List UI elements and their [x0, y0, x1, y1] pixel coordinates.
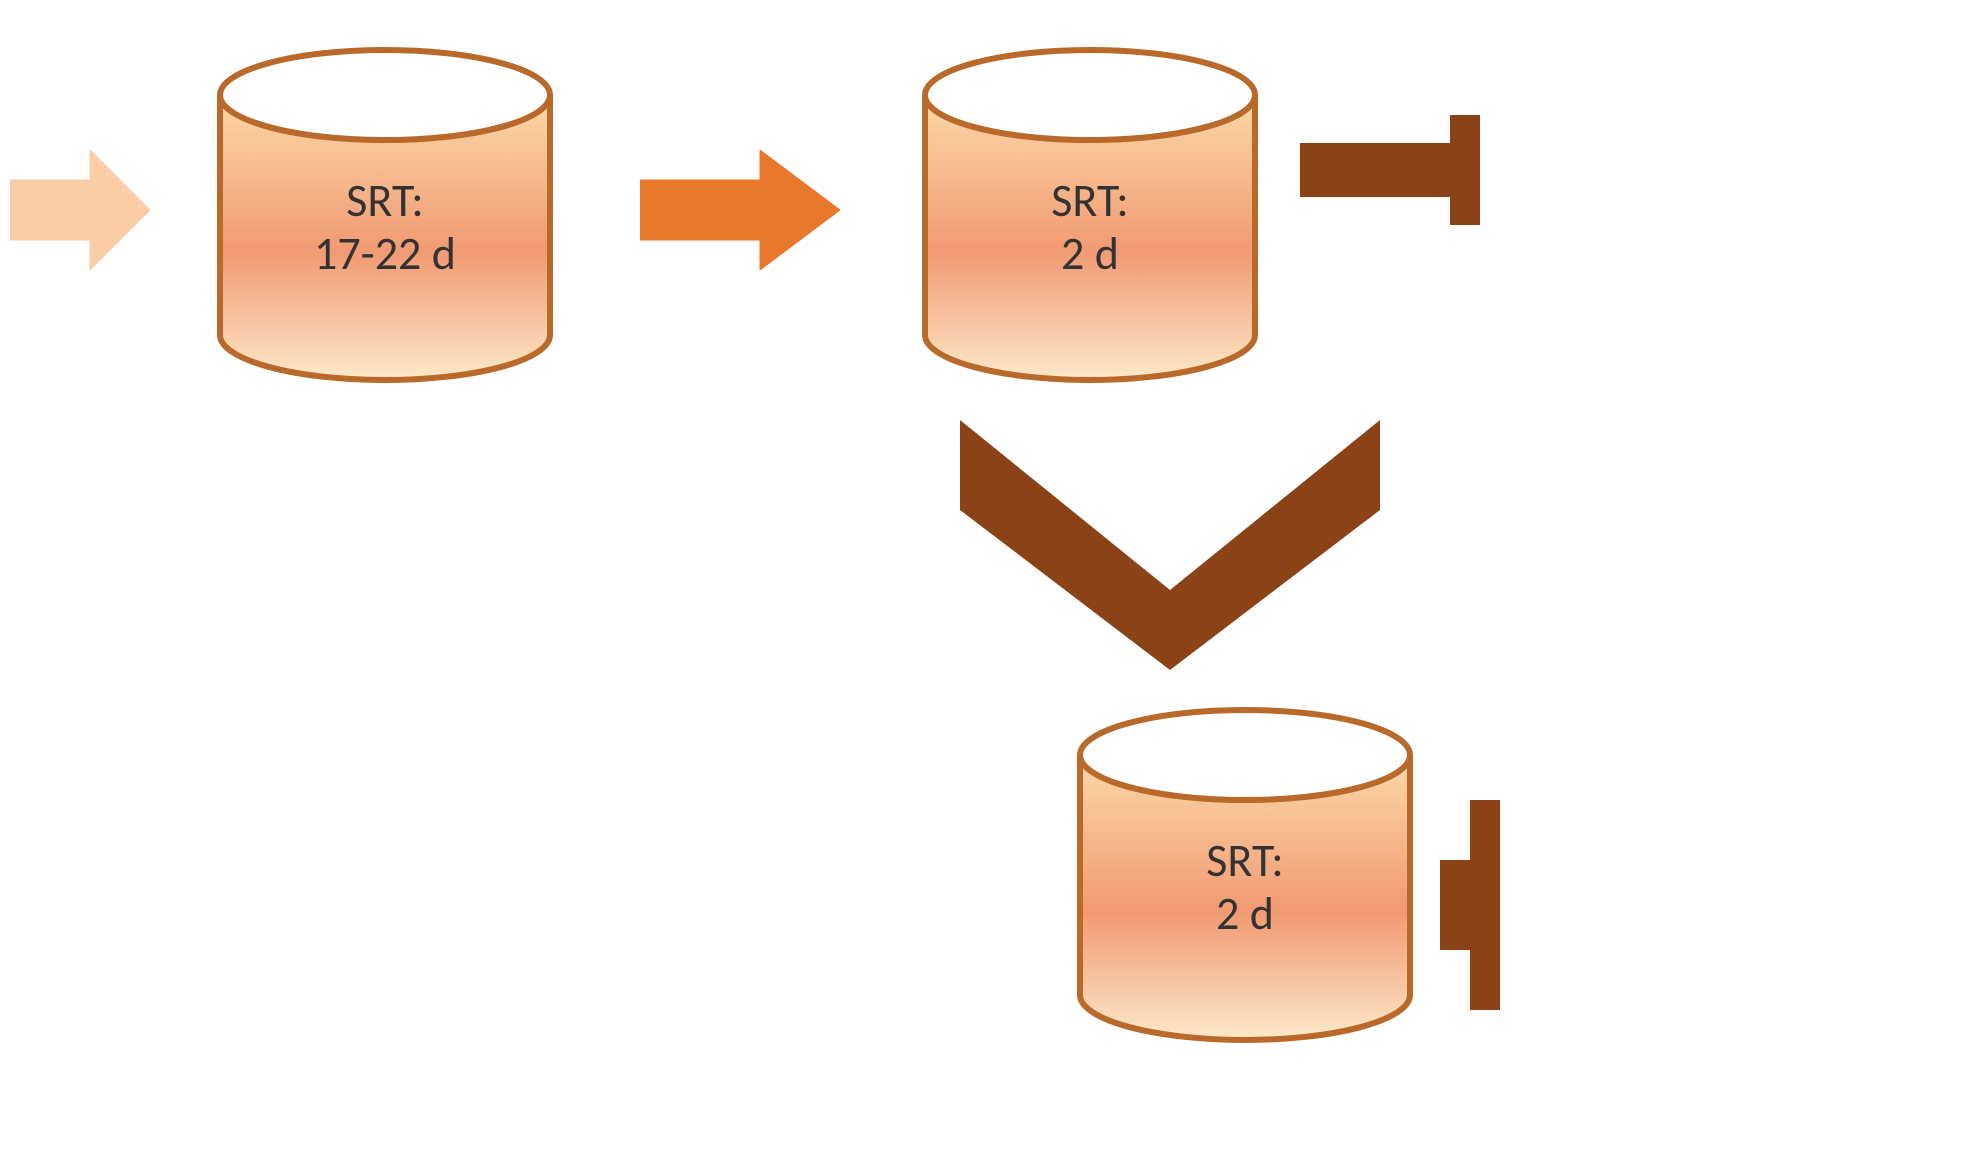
tank-2-label: SRT: 2 d — [905, 175, 1275, 281]
tank-3-label: SRT: 2 d — [1060, 835, 1430, 941]
arrow-2-to-3-shape — [960, 420, 1380, 670]
diagram-stage: SRT: 17-22 d SRT: 2 d — [0, 0, 1974, 1176]
tank-1-line1: SRT: — [346, 173, 423, 229]
tank-3: SRT: 2 d — [1060, 700, 1430, 1050]
tank-1-line2: 17-22 d — [314, 226, 456, 282]
tank-2-line2: 2 d — [1061, 226, 1119, 282]
tank-1-label: SRT: 17-22 d — [200, 175, 570, 281]
arrow-3-out — [1440, 800, 1500, 1010]
arrow-2-to-3 — [960, 420, 1380, 670]
arrow-2-out — [1300, 115, 1480, 225]
arrow-input — [10, 150, 150, 270]
tank-3-line2: 2 d — [1216, 886, 1274, 942]
tank-2-line1: SRT: — [1051, 173, 1128, 229]
arrow-1-to-2 — [640, 150, 840, 270]
tank-3-line1: SRT: — [1206, 833, 1283, 889]
arrow-input-shape — [10, 150, 150, 270]
tank-2: SRT: 2 d — [905, 40, 1275, 390]
arrow-1-to-2-shape — [640, 150, 840, 270]
tank-1: SRT: 17-22 d — [200, 40, 570, 390]
